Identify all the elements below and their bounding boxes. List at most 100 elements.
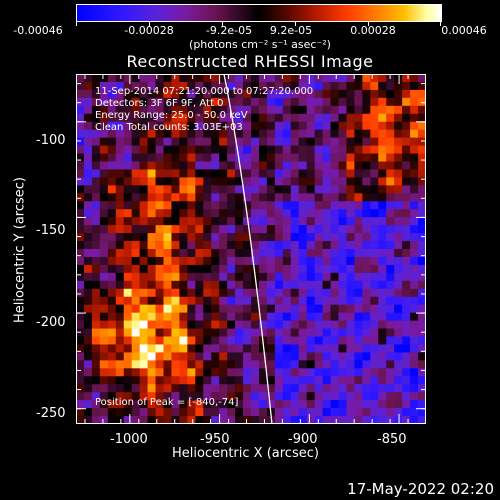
- image-pixel: [91, 185, 101, 194]
- image-pixel: [235, 368, 244, 377]
- image-pixel: [330, 177, 339, 186]
- image-pixel: [123, 336, 132, 345]
- image-pixel: [107, 256, 117, 266]
- image-pixel: [83, 89, 93, 99]
- image-pixel: [258, 408, 268, 417]
- image-pixel: [91, 264, 101, 274]
- image-pixel: [386, 153, 395, 162]
- image-pixel: [354, 153, 363, 162]
- image-pixel: [76, 352, 85, 361]
- image-pixel: [402, 288, 411, 298]
- image-pixel: [330, 121, 339, 130]
- image-pixel: [131, 241, 140, 250]
- image-pixel: [139, 241, 148, 250]
- image-pixel: [290, 145, 300, 154]
- image-pixel: [227, 288, 236, 298]
- image-pixel: [418, 217, 426, 226]
- image-pixel: [163, 249, 172, 258]
- image-pixel: [131, 209, 140, 218]
- image-pixel: [322, 336, 331, 345]
- image-pixel: [195, 169, 204, 178]
- image-pixel: [338, 272, 347, 282]
- image-pixel: [322, 280, 331, 290]
- image-pixel: [195, 201, 204, 210]
- image-pixel: [195, 113, 204, 123]
- image-pixel: [410, 233, 419, 242]
- image-pixel: [306, 74, 315, 83]
- image-pixel: [258, 288, 268, 298]
- image-pixel: [131, 97, 140, 107]
- image-pixel: [410, 145, 419, 154]
- image-pixel: [378, 352, 387, 361]
- image-pixel: [235, 352, 244, 361]
- image-pixel: [362, 328, 371, 337]
- image-pixel: [258, 74, 268, 83]
- image-pixel: [290, 249, 300, 258]
- image-pixel: [91, 153, 101, 162]
- image-pixel: [219, 384, 228, 393]
- image-pixel: [354, 256, 363, 266]
- image-pixel: [76, 296, 85, 305]
- image-pixel: [179, 360, 188, 369]
- image-pixel: [274, 201, 284, 210]
- image-pixel: [266, 89, 276, 99]
- image-pixel: [179, 225, 188, 234]
- image-pixel: [338, 185, 347, 194]
- image-pixel: [378, 328, 387, 337]
- image-pixel: [155, 376, 164, 385]
- image-pixel: [290, 296, 300, 305]
- image-pixel: [290, 129, 300, 138]
- image-pixel: [147, 280, 156, 290]
- image-pixel: [243, 105, 252, 115]
- image-pixel: [123, 177, 132, 186]
- image-pixel: [171, 249, 180, 258]
- image-pixel: [274, 328, 284, 337]
- image-pixel: [251, 256, 260, 266]
- image-pixel: [394, 376, 403, 385]
- image-pixel: [211, 304, 220, 313]
- image-pixel: [370, 209, 379, 218]
- image-pixel: [163, 408, 172, 417]
- image-pixel: [290, 209, 300, 218]
- image-pixel: [402, 416, 411, 424]
- image-pixel: [219, 280, 228, 290]
- image-pixel: [258, 89, 268, 99]
- image-pixel: [370, 328, 379, 337]
- image-pixel: [298, 280, 307, 290]
- image-pixel: [171, 296, 180, 305]
- image-pixel: [163, 264, 172, 274]
- image-pixel: [386, 256, 395, 266]
- image-pixel: [338, 376, 347, 385]
- image-pixel: [195, 272, 204, 282]
- image-pixel: [139, 392, 148, 401]
- image-pixel: [410, 328, 419, 337]
- image-pixel: [418, 105, 426, 115]
- image-pixel: [235, 360, 244, 369]
- image-pixel: [251, 201, 260, 210]
- image-pixel: [274, 241, 284, 250]
- image-pixel: [171, 392, 180, 401]
- image-pixel: [330, 74, 339, 83]
- image-pixel: [187, 336, 196, 345]
- image-pixel: [346, 169, 355, 178]
- image-pixel: [258, 360, 268, 369]
- x-tick-label: -950: [200, 432, 230, 447]
- image-pixel: [171, 185, 180, 194]
- image-pixel: [91, 241, 101, 250]
- image-pixel: [418, 177, 426, 186]
- image-pixel: [266, 328, 276, 337]
- image-pixel: [322, 304, 331, 313]
- image-pixel: [394, 400, 403, 409]
- image-pixel: [131, 169, 140, 178]
- image-pixel: [211, 336, 220, 345]
- image-pixel: [99, 233, 109, 242]
- image-pixel: [251, 376, 260, 385]
- image-pixel: [179, 201, 188, 210]
- image-pixel: [163, 320, 172, 329]
- image-pixel: [251, 209, 260, 218]
- image-pixel: [219, 264, 228, 274]
- image-pixel: [235, 320, 244, 329]
- image-pixel: [171, 169, 180, 178]
- image-pixel: [298, 105, 307, 115]
- image-pixel: [314, 360, 323, 369]
